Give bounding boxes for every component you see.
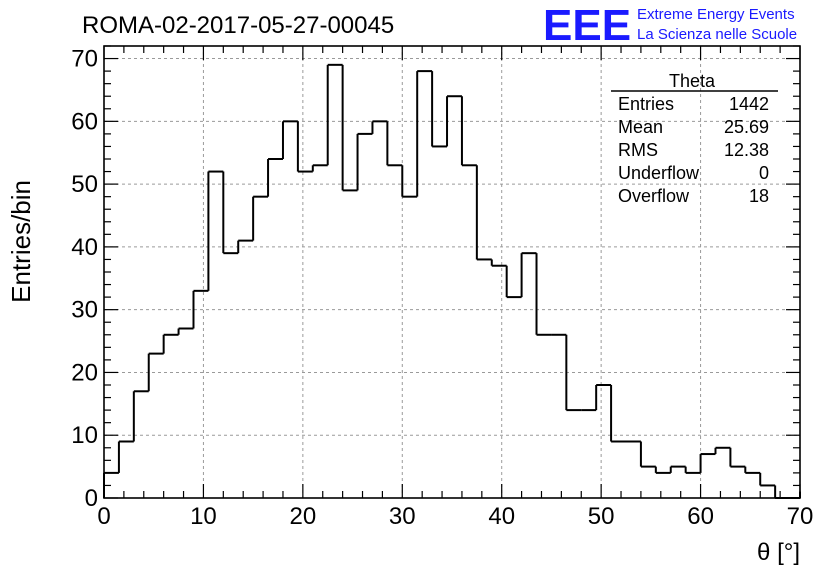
x-tick-label: 40 xyxy=(488,503,515,530)
y-axis-label: Entries/bin xyxy=(6,180,36,303)
stats-row: Overflow 18 xyxy=(618,186,769,206)
grid-lines xyxy=(104,46,800,498)
chart-title: ROMA-02-2017-05-27-00045 xyxy=(82,12,394,39)
eee-logo: EEE Extreme Energy Events La Scienza nel… xyxy=(543,1,797,50)
stats-label: RMS xyxy=(618,140,658,160)
stats-label: Underflow xyxy=(618,163,700,183)
x-tick-label: 60 xyxy=(687,503,714,530)
y-tick-label: 10 xyxy=(71,422,98,449)
stats-value: 1442 xyxy=(729,94,769,114)
logo-line-2: La Scienza nelle Scuole xyxy=(637,26,797,43)
x-tick-label: 30 xyxy=(389,503,416,530)
stats-label: Mean xyxy=(618,117,663,137)
stats-row: Entries 1442 xyxy=(618,94,769,114)
axis-ticks xyxy=(103,45,801,499)
stats-title: Theta xyxy=(669,71,716,91)
logo-mark: EEE xyxy=(543,1,631,50)
stats-box: Theta Entries 1442 Mean 25.69 RMS 12.38 … xyxy=(611,71,778,206)
stats-label: Overflow xyxy=(618,186,690,206)
y-tick-label: 40 xyxy=(71,234,98,261)
logo-line-1: Extreme Energy Events xyxy=(637,6,795,23)
x-tick-label: 20 xyxy=(290,503,317,530)
stats-row: RMS 12.38 xyxy=(618,140,769,160)
y-tick-label: 70 xyxy=(71,46,98,73)
x-tick-label: 50 xyxy=(588,503,615,530)
stats-value: 12.38 xyxy=(724,140,769,160)
stats-row: Underflow 0 xyxy=(618,163,769,183)
y-tick-label: 30 xyxy=(71,297,98,324)
x-tick-label: 10 xyxy=(190,503,217,530)
axis-tick-labels: 0 10 20 30 40 50 60 70 0 10 20 30 40 50 60 70 xyxy=(71,46,813,530)
histogram-series xyxy=(103,63,801,499)
x-tick-label: 70 xyxy=(787,503,814,530)
stats-value: 0 xyxy=(759,163,769,183)
stats-value: 25.69 xyxy=(724,117,769,137)
x-tick-label: 0 xyxy=(97,503,110,530)
stats-label: Entries xyxy=(618,94,674,114)
y-tick-label: 20 xyxy=(71,359,98,386)
stats-value: 18 xyxy=(749,186,769,206)
x-axis-label: θ [°] xyxy=(757,539,800,566)
stats-row: Mean 25.69 xyxy=(618,117,769,137)
y-tick-label: 50 xyxy=(71,171,98,198)
y-tick-label: 60 xyxy=(71,108,98,135)
y-tick-label: 0 xyxy=(85,485,98,512)
